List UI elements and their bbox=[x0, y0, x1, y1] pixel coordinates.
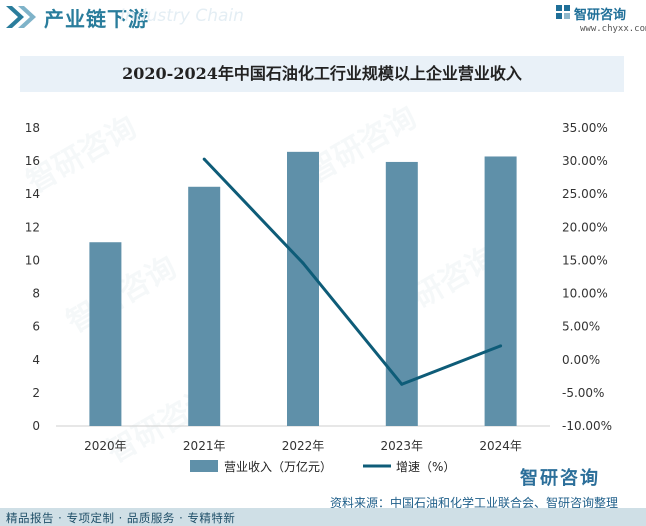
growth-line bbox=[203, 158, 502, 386]
bar bbox=[89, 242, 122, 426]
growth-point bbox=[400, 382, 404, 386]
brand-name: 智研咨询 bbox=[574, 8, 627, 23]
growth-point bbox=[202, 157, 206, 161]
section-title: 产业链下游 bbox=[44, 7, 149, 31]
left-tick-label: 8 bbox=[32, 287, 40, 301]
section-ghost-text: Industry Chain bbox=[120, 6, 244, 26]
footer-bar bbox=[0, 508, 646, 526]
right-tick-label: 25.00% bbox=[562, 187, 608, 201]
chart-title-box: 2020-2024年中国石油化工行业规模以上企业营业收入 bbox=[20, 56, 624, 92]
footer-brand-logo: 智研咨询 bbox=[520, 468, 600, 489]
x-tick-label: 2022年 bbox=[282, 439, 325, 453]
bar bbox=[287, 151, 319, 426]
footer-slogan: 精品报告 · 专项定制 · 品质服务 · 专精特新 bbox=[6, 511, 236, 525]
brand-url: www.chyxx.com bbox=[580, 24, 646, 34]
right-tick-label: 35.00% bbox=[562, 121, 608, 135]
left-tick-label: 18 bbox=[25, 121, 40, 135]
left-tick-label: 12 bbox=[25, 220, 40, 234]
right-tick-label: 15.00% bbox=[562, 253, 608, 267]
x-tick-label: 2023年 bbox=[381, 439, 424, 453]
left-tick-label: 2 bbox=[32, 386, 40, 400]
bar bbox=[484, 156, 517, 426]
chart-title: 2020-2024年中国石油化工行业规模以上企业营业收入 bbox=[122, 64, 522, 83]
top-header: 产业链下游 Industry Chain 智研咨询 www.chyxx.com bbox=[0, 0, 646, 34]
right-tick-label: 30.00% bbox=[562, 154, 608, 168]
left-tick-label: 10 bbox=[25, 253, 40, 267]
right-tick-label: 10.00% bbox=[562, 287, 608, 301]
left-tick-label: 6 bbox=[32, 320, 40, 334]
x-tick-label: 2021年 bbox=[183, 439, 226, 453]
right-tick-label: -5.00% bbox=[562, 386, 604, 400]
right-tick-label: 0.00% bbox=[562, 353, 600, 367]
right-tick-label: 20.00% bbox=[562, 220, 608, 234]
legend-bar-label: 营业收入（万亿元） bbox=[224, 459, 332, 474]
growth-point bbox=[301, 261, 305, 265]
x-tick-label: 2024年 bbox=[479, 439, 522, 453]
right-tick-label: 5.00% bbox=[562, 320, 600, 334]
bar bbox=[188, 186, 221, 426]
left-tick-label: 16 bbox=[25, 154, 40, 168]
legend-bar-swatch bbox=[190, 460, 218, 472]
growth-point bbox=[499, 344, 503, 348]
brand-logo-icon bbox=[556, 5, 570, 19]
legend-line-label: 增速（%） bbox=[396, 460, 455, 474]
bar bbox=[385, 161, 418, 426]
chevron-arrows-icon bbox=[6, 6, 36, 28]
left-tick-label: 14 bbox=[25, 187, 40, 201]
left-tick-label: 4 bbox=[32, 353, 40, 367]
x-tick-label: 2020年 bbox=[84, 439, 127, 453]
left-tick-label: 0 bbox=[32, 419, 40, 433]
right-tick-label: -10.00% bbox=[562, 419, 612, 433]
source-note: 资料来源：中国石油和化学工业联合会、智研咨询整理 bbox=[330, 496, 619, 510]
